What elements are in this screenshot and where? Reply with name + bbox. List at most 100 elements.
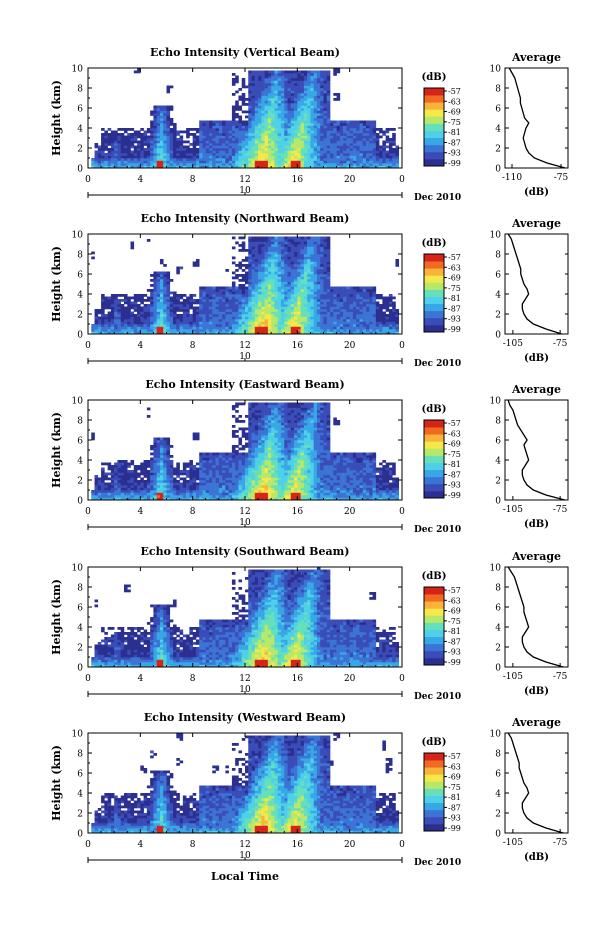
heatmap-cell bbox=[339, 301, 344, 305]
heatmap-cell bbox=[307, 294, 311, 297]
heatmap-cell bbox=[133, 296, 138, 300]
heatmap-cell bbox=[284, 158, 288, 161]
heatmap-cell bbox=[248, 314, 252, 317]
heatmap-cell bbox=[241, 286, 246, 290]
heatmap-cell bbox=[212, 148, 216, 151]
heatmap-cell bbox=[127, 301, 131, 305]
heatmap-cell bbox=[231, 236, 236, 240]
heatmap-cell bbox=[277, 115, 282, 119]
heatmap-cell bbox=[137, 490, 141, 493]
heatmap-cell bbox=[333, 135, 337, 139]
heatmap-cell bbox=[235, 264, 239, 267]
heatmap-cell bbox=[101, 482, 105, 486]
heatmap-cell bbox=[146, 289, 151, 292]
heatmap-cell bbox=[238, 140, 243, 144]
heatmap-cell bbox=[241, 163, 246, 166]
heatmap-cell bbox=[261, 259, 265, 262]
heatmap-cell bbox=[303, 108, 308, 111]
heatmap-cell bbox=[343, 331, 347, 335]
heatmap-cell bbox=[323, 239, 328, 242]
heatmap-cell bbox=[104, 314, 108, 317]
heatmap-cell bbox=[261, 138, 265, 141]
heatmap-cell bbox=[375, 165, 380, 169]
heatmap-cell bbox=[143, 329, 148, 332]
heatmap-cell bbox=[316, 309, 321, 312]
heatmap-cell bbox=[245, 316, 249, 320]
heatmap-cell bbox=[248, 294, 252, 297]
heatmap-cell bbox=[294, 100, 298, 104]
heatmap-cell bbox=[202, 123, 207, 126]
heatmap-cell bbox=[297, 83, 301, 86]
heatmap-cell bbox=[231, 148, 236, 151]
heatmap-cell bbox=[395, 259, 400, 262]
heatmap-cell bbox=[241, 93, 246, 96]
heatmap-cell bbox=[274, 135, 279, 139]
heatmap-cell bbox=[166, 301, 171, 305]
heatmap-cell bbox=[287, 80, 292, 84]
heatmap-cell bbox=[277, 160, 282, 164]
heatmap-cell bbox=[362, 331, 367, 335]
heatmap-cell bbox=[294, 130, 298, 134]
heatmap-cell bbox=[330, 130, 334, 134]
heatmap-cell bbox=[385, 324, 390, 327]
heatmap-cell bbox=[388, 326, 393, 330]
heatmap-cell bbox=[346, 306, 350, 310]
heatmap-cell bbox=[264, 135, 269, 139]
heatmap-cell bbox=[228, 299, 233, 302]
heatmap-cell bbox=[300, 125, 305, 129]
heatmap-cell bbox=[163, 165, 167, 169]
heatmap-cell bbox=[287, 123, 292, 126]
heatmap-cell bbox=[267, 329, 272, 332]
heatmap-cell bbox=[205, 326, 210, 330]
heatmap-cell bbox=[323, 319, 328, 322]
heatmap-cell bbox=[159, 279, 164, 282]
heatmap-cell bbox=[123, 321, 128, 325]
heatmap-cell bbox=[254, 269, 259, 272]
heatmap-cell bbox=[179, 321, 184, 325]
heatmap-cell bbox=[261, 251, 265, 255]
heatmap-cell bbox=[264, 145, 269, 149]
heatmap-cell bbox=[300, 118, 305, 121]
heatmap-cell bbox=[333, 304, 337, 307]
heatmap-cell bbox=[137, 158, 141, 161]
heatmap-cell bbox=[258, 155, 262, 159]
heatmap-cell bbox=[238, 163, 243, 166]
heatmap-cell bbox=[320, 294, 324, 297]
heatmap-cell bbox=[375, 153, 380, 156]
heatmap-cell bbox=[205, 148, 210, 151]
heatmap-cell bbox=[264, 291, 269, 295]
heatmap-cell bbox=[290, 145, 295, 149]
heatmap-cell bbox=[333, 98, 337, 101]
heatmap-cell bbox=[271, 118, 275, 121]
heatmap-cell bbox=[284, 274, 288, 277]
heatmap-cell bbox=[264, 130, 269, 134]
heatmap-cell bbox=[241, 143, 246, 146]
heatmap-cell bbox=[267, 120, 272, 124]
heatmap-cell bbox=[284, 153, 288, 156]
heatmap-cell bbox=[222, 294, 226, 297]
heatmap-cell bbox=[192, 155, 197, 159]
heatmap-cell bbox=[300, 133, 305, 136]
heatmap-cell bbox=[372, 316, 377, 320]
heatmap-cell bbox=[343, 286, 347, 290]
heatmap-cell bbox=[287, 266, 292, 270]
heatmap-cell bbox=[267, 251, 272, 255]
heatmap-cell bbox=[307, 241, 311, 245]
heatmap-cell bbox=[248, 93, 252, 96]
heatmap-cell bbox=[352, 306, 357, 310]
profile-x-tick-label: -75 bbox=[553, 339, 568, 349]
heatmap-cell bbox=[316, 133, 321, 136]
heatmap-cell bbox=[173, 331, 177, 335]
heatmap-cell bbox=[277, 329, 282, 332]
heatmap-cell bbox=[339, 140, 344, 144]
heatmap-cell bbox=[307, 148, 311, 151]
heatmap-cell bbox=[277, 269, 282, 272]
heatmap-cell bbox=[392, 150, 396, 154]
heatmap-cell bbox=[356, 316, 360, 320]
heatmap-cell bbox=[310, 135, 314, 139]
heatmap-cell bbox=[333, 155, 337, 159]
heatmap-cell bbox=[352, 145, 357, 149]
heatmap-cell bbox=[202, 150, 207, 154]
profile-y-tick-label: 6 bbox=[495, 105, 501, 115]
heatmap-cell bbox=[303, 98, 308, 101]
